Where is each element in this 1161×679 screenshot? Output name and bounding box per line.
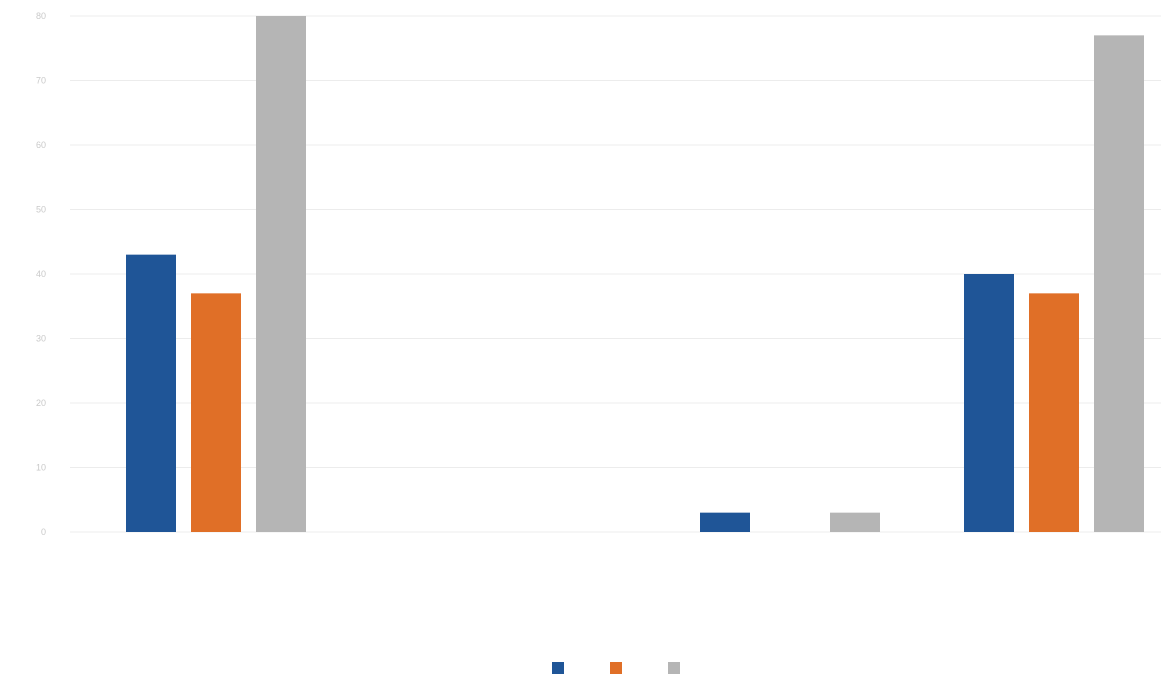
y-tick-label-5: 50 bbox=[36, 205, 46, 215]
bars bbox=[126, 16, 1144, 532]
y-axis-ticks: 0 10 20 30 40 50 60 70 80 bbox=[36, 11, 46, 537]
y-tick-label-0: 0 bbox=[41, 527, 46, 537]
legend bbox=[552, 662, 680, 674]
bar-s2-c3 bbox=[1094, 35, 1144, 532]
bar-s1-c0 bbox=[191, 293, 241, 532]
y-tick-label-4: 40 bbox=[36, 269, 46, 279]
legend-swatch-0 bbox=[552, 662, 564, 674]
bar-s1-c3 bbox=[1029, 293, 1079, 532]
bar-s0-c0 bbox=[126, 254, 176, 532]
y-tick-label-3: 30 bbox=[36, 334, 46, 344]
bar-s2-c0 bbox=[256, 16, 306, 532]
y-tick-label-6: 60 bbox=[36, 140, 46, 150]
legend-swatch-1 bbox=[610, 662, 622, 674]
bar-s0-c2 bbox=[700, 512, 750, 532]
y-tick-label-7: 70 bbox=[36, 76, 46, 86]
y-tick-label-2: 20 bbox=[36, 398, 46, 408]
bar-s2-c2 bbox=[830, 512, 880, 532]
y-tick-label-1: 10 bbox=[36, 463, 46, 473]
gridlines bbox=[70, 15, 1161, 533]
bar-s0-c3 bbox=[964, 274, 1014, 532]
legend-swatch-2 bbox=[668, 662, 680, 674]
y-tick-label-8: 80 bbox=[36, 11, 46, 21]
